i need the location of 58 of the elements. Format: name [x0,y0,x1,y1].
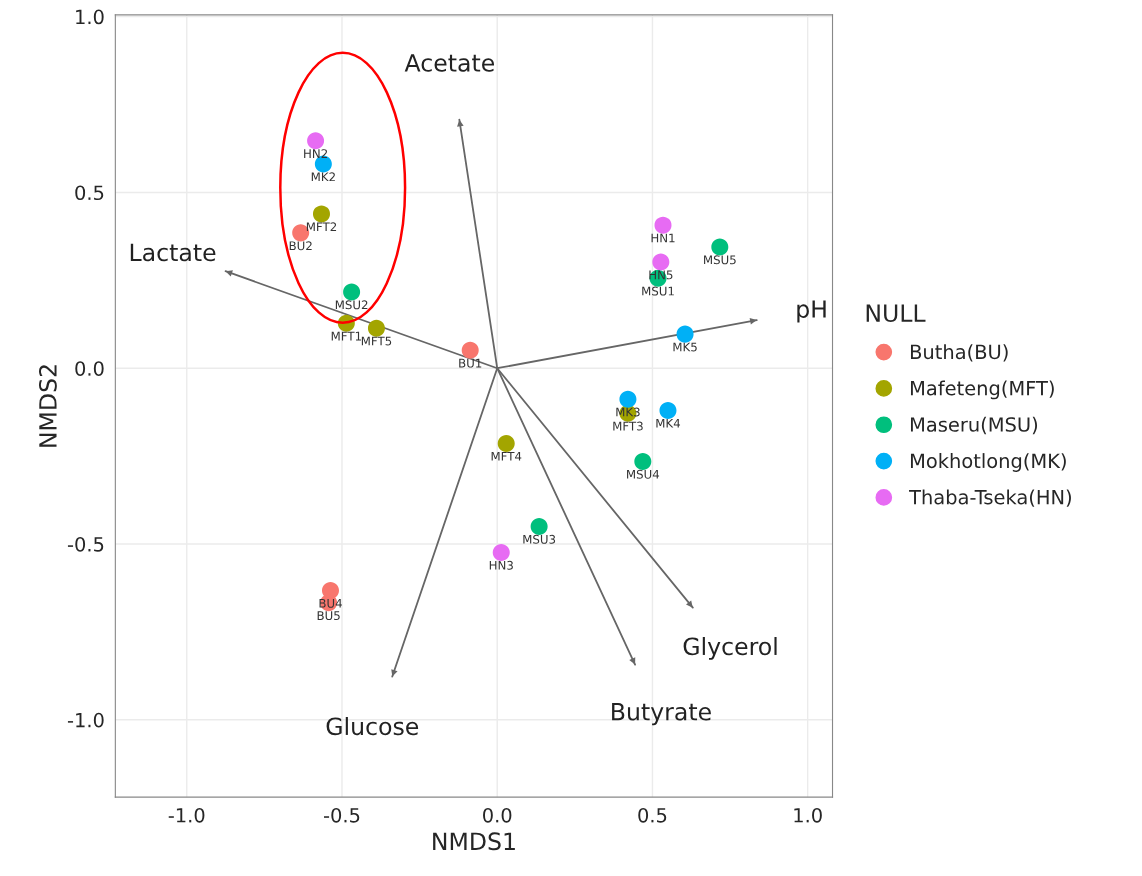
point [676,325,694,343]
data-label: MSU3 [523,534,556,544]
y-tick-label: 1.0 [76,9,104,25]
point [343,283,361,301]
data-label: HN2 [304,149,328,158]
x-tick-label: 0.5 [638,807,667,823]
point [492,543,510,561]
x-tick-label: -1.0 [168,807,205,823]
legend-label: Thaba-Tseka(HN) [909,489,1071,507]
data-label: MFT4 [491,452,522,461]
legend-label: Butha(BU) [910,344,1008,362]
data-label: MK5 [673,342,697,352]
data-label: HN3 [489,560,513,570]
data-label: MK4 [656,418,681,428]
y-tick-label: -0.5 [67,536,104,552]
annotation: Butyrate [612,703,711,726]
data-label: BU5 [317,611,340,621]
point [634,452,652,470]
annotation: Glucose [326,716,419,736]
data-label: BU2 [289,241,312,251]
data-label: MSU5 [704,255,736,265]
annotation: Lactate [130,243,216,262]
x-axis-title: NMDS1 [433,832,515,851]
point [497,434,515,452]
legend-title: NULL [866,304,926,323]
point [652,253,670,271]
point [659,401,677,419]
y-tick-label: 0.0 [75,361,104,376]
data-label: MFT2 [306,222,337,232]
annotation: Glycerol [683,637,777,660]
annotation: Acetate [404,54,495,72]
data-label: MFT3 [613,421,643,431]
point [461,341,479,359]
y-tick-label: 0.5 [75,185,104,201]
x-tick-label: 1.0 [794,807,822,823]
data-label: MSU2 [335,300,368,310]
point [312,205,330,223]
annotation: pH [797,300,826,323]
y-axis-title: NMDS2 [39,365,57,447]
point [367,319,385,337]
legend-label: Mafeteng(MFT) [910,380,1054,400]
legend-label: Maseru(MSU) [910,416,1038,435]
point [307,132,325,150]
x-tick-label: -0.5 [323,807,360,823]
data-label: MFT1 [331,331,361,341]
data-label: MSU4 [627,469,660,479]
data-label: HN1 [651,233,675,243]
point [619,390,637,408]
data-label: MSU1 [642,286,674,296]
y-tick-label: -1.0 [67,712,104,728]
data-label: BU1 [459,358,482,368]
point [654,216,672,234]
data-label: MFT5 [361,336,392,346]
data-label: MK2 [311,172,335,182]
x-tick-label: 0.0 [483,807,512,823]
legend-label: Mokhotlong(MK) [910,453,1066,472]
point [711,238,729,256]
point [530,517,548,535]
